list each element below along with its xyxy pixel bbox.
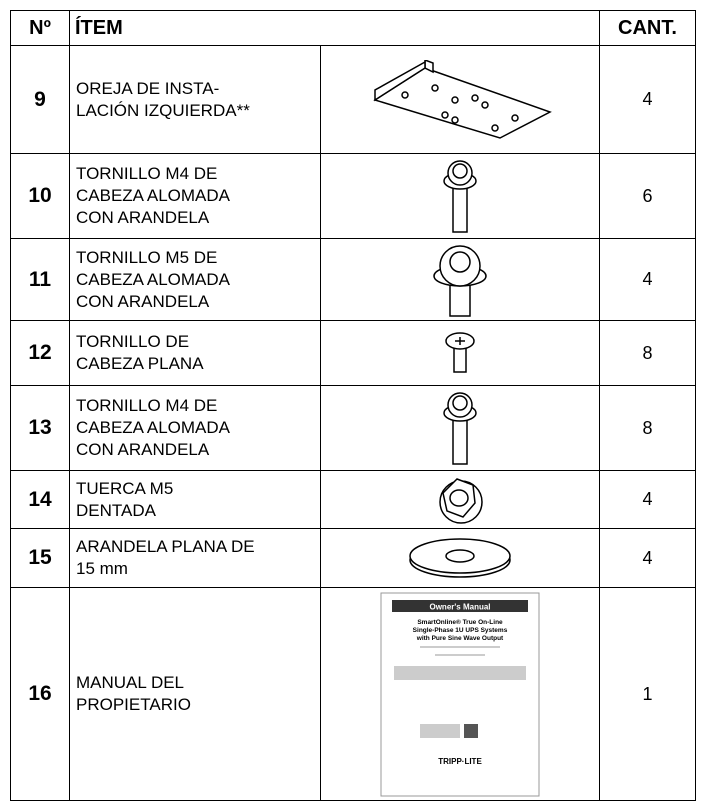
number: 15	[10, 528, 70, 588]
number: 12	[10, 320, 70, 386]
number: 13	[10, 385, 70, 471]
number: 16	[10, 587, 70, 801]
number: 11	[10, 238, 70, 321]
flat-screw-icon	[445, 331, 475, 373]
image	[320, 238, 600, 321]
header-qty: CANT.	[599, 10, 696, 46]
item-line: CON ARANDELA	[76, 291, 210, 311]
item-line: CON ARANDELA	[76, 208, 210, 227]
manual-heading: Owner's Manual	[429, 602, 490, 611]
bracket-icon	[373, 59, 552, 139]
item: TORNILLO M5 DE CABEZA ALOMADA CON ARANDELA	[69, 238, 321, 321]
item-line: TORNILLO M4 DE	[76, 164, 218, 183]
number: 10	[10, 153, 70, 239]
item-line: DENTADA	[76, 500, 156, 520]
row: 10 TORNILLO M4 DE CABEZA ALOMADA CON ARAND…	[10, 153, 696, 239]
item-line: ARANDELA PLANA DE	[76, 537, 255, 556]
image	[320, 45, 600, 154]
header-number: Nº	[10, 10, 70, 46]
row: 13 TORNILLO M4 DE CABEZA ALOMADA CON ARAND…	[10, 385, 696, 471]
item: MANUAL DEL PROPIETARIO	[69, 587, 321, 801]
item-line: TUERCA M5	[76, 478, 174, 498]
header-row: Nº ÍTEM CANT.	[10, 10, 696, 46]
image: Owner's Manual SmartOnline® True On-Line S…	[320, 587, 600, 801]
item-line: CABEZA ALOMADA	[76, 186, 230, 205]
screw-icon	[443, 391, 477, 465]
row: 12 TORNILLO DE CABEZA PLANA 8	[10, 320, 696, 386]
row: 15 ARANDELA PLANA DE 15 mm 4	[10, 528, 696, 588]
row: 9 OREJA DE INSTA- LACIÓN IZQUIERDA** 4	[10, 45, 696, 154]
washer-icon	[409, 538, 511, 578]
item-line: TORNILLO DE	[76, 332, 190, 351]
item: TUERCA M5 DENTADA	[69, 470, 321, 529]
item-line: PROPIETARIO	[76, 695, 191, 714]
manual-brand: TRIPP·LITE	[438, 757, 482, 766]
item-line: LACIÓN IZQUIERDA**	[76, 100, 250, 120]
item-line: CABEZA ALOMADA	[76, 269, 230, 289]
item-line: 15 mm	[76, 559, 128, 578]
item: TORNILLO M4 DE CABEZA ALOMADA CON ARANDELA	[69, 153, 321, 239]
image	[320, 470, 600, 529]
item-line: CABEZA ALOMADA	[76, 418, 230, 437]
qty: 8	[599, 320, 696, 386]
qty: 4	[599, 45, 696, 154]
manual-title: SmartOnline® True On-Line	[417, 618, 503, 626]
qty: 4	[599, 238, 696, 321]
item-line: TORNILLO M5 DE	[76, 247, 218, 267]
nut-icon	[439, 477, 483, 524]
screw-icon	[433, 244, 487, 317]
screw-icon	[443, 159, 477, 233]
manual-title: with Pure Sine Wave Output	[416, 635, 504, 642]
qty: 1	[599, 587, 696, 801]
item: OREJA DE INSTA- LACIÓN IZQUIERDA**	[69, 45, 321, 154]
item-line: TORNILLO M4 DE	[76, 396, 218, 415]
number: 14	[10, 470, 70, 529]
item-line: CON ARANDELA	[76, 440, 210, 459]
item: TORNILLO DE CABEZA PLANA	[69, 320, 321, 386]
row: 11 TORNILLO M5 DE CABEZA ALOMADA CON ARAND…	[10, 238, 696, 321]
image	[320, 528, 600, 588]
qty: 4	[599, 470, 696, 529]
item: ARANDELA PLANA DE 15 mm	[69, 528, 321, 588]
item: TORNILLO M4 DE CABEZA ALOMADA CON ARANDELA	[69, 385, 321, 471]
parts-table: Nº ÍTEM CANT. 9 OREJA DE INSTA- LACIÓN IZ…	[10, 10, 696, 801]
item-line: MANUAL DEL	[76, 673, 185, 692]
row: 16 MANUAL DEL PROPIETARIO Owner's Manual S…	[10, 587, 696, 801]
item-line: CABEZA PLANA	[76, 354, 204, 373]
image	[320, 153, 600, 239]
qty: 6	[599, 153, 696, 239]
row: 14 TUERCA M5 DENTADA 4	[10, 470, 696, 529]
manual-icon: Owner's Manual SmartOnline® True On-LineS…	[380, 592, 540, 796]
header-item: ÍTEM	[69, 10, 600, 46]
image	[320, 320, 600, 386]
image	[320, 385, 600, 471]
item-line: OREJA DE INSTA-	[76, 78, 220, 98]
qty: 4	[599, 528, 696, 588]
manual-title: Single-Phase 1U UPS Systems	[413, 627, 508, 634]
number: 9	[10, 45, 70, 154]
qty: 8	[599, 385, 696, 471]
